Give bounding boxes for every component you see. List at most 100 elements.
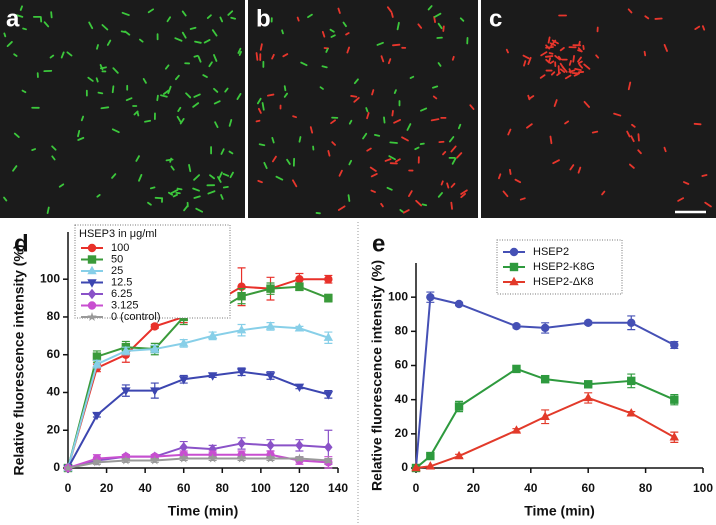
cell [348, 119, 353, 125]
marker [150, 343, 160, 353]
cell [49, 54, 55, 59]
y-tick-label: 80 [47, 309, 61, 323]
cell [450, 182, 456, 188]
cell [643, 50, 647, 57]
marker [92, 411, 102, 421]
x-tick-label: 140 [328, 481, 348, 495]
cell [353, 78, 359, 85]
cell [387, 58, 392, 65]
marker [179, 442, 188, 453]
cell [346, 46, 351, 54]
cell [677, 197, 685, 202]
cell [457, 123, 462, 130]
series-line [415, 295, 675, 469]
cell [12, 165, 18, 172]
marker [512, 322, 521, 331]
cell [578, 40, 581, 46]
cell [345, 32, 350, 36]
cell [228, 119, 233, 127]
cell [87, 76, 94, 82]
marker [323, 332, 334, 341]
cell [227, 10, 234, 16]
cell [112, 67, 119, 74]
cell [577, 60, 583, 65]
cell [179, 118, 185, 125]
x-tick-label: 40 [524, 481, 538, 495]
cell [111, 128, 120, 134]
marker [121, 387, 131, 396]
legend-marker [87, 301, 97, 310]
cell [663, 146, 667, 153]
cell [271, 53, 275, 60]
legend-label: 6.25 [111, 288, 132, 300]
cell [401, 136, 409, 142]
cell [222, 186, 229, 189]
legend-label: 0 (control) [111, 311, 161, 323]
cell [168, 191, 174, 196]
marker [583, 392, 593, 402]
marker [295, 440, 304, 451]
cell [181, 10, 187, 17]
cell [169, 157, 173, 163]
cell [282, 53, 289, 58]
cell [450, 201, 453, 210]
cell [627, 81, 632, 91]
cell [574, 67, 582, 72]
cell [559, 62, 565, 70]
y-tick-label: 0 [53, 460, 60, 474]
cell [505, 48, 509, 54]
marker [670, 395, 679, 404]
cell [213, 100, 221, 105]
series-line [415, 396, 675, 469]
marker [265, 321, 276, 330]
y-tick-label: 100 [388, 289, 408, 303]
cell [392, 43, 401, 47]
cell [271, 137, 275, 144]
marker [627, 318, 636, 327]
cell [544, 55, 554, 58]
series-line [67, 370, 329, 469]
marker [324, 293, 333, 303]
cell [330, 34, 336, 38]
panel-label: e [372, 230, 385, 257]
cell [509, 168, 512, 175]
cell [391, 109, 394, 117]
cell [582, 44, 585, 50]
cell [548, 57, 552, 63]
cell [181, 31, 187, 39]
cell [147, 8, 155, 14]
marker [411, 462, 421, 472]
cell [393, 119, 401, 124]
marker [294, 323, 305, 332]
x-tick-label: 100 [251, 481, 271, 495]
marker [540, 411, 550, 420]
cell [220, 148, 225, 155]
cell [693, 122, 702, 126]
marker [454, 402, 464, 411]
cell [97, 91, 104, 95]
cell [192, 102, 200, 108]
cell [572, 54, 575, 63]
cell [13, 53, 18, 57]
marker [236, 324, 247, 334]
cell [257, 22, 263, 25]
cell [298, 136, 302, 143]
cell [548, 52, 554, 55]
cell [409, 75, 415, 79]
y-tick-label: 80 [395, 324, 409, 338]
cell [384, 158, 392, 162]
cell [545, 44, 551, 50]
cell [545, 58, 551, 64]
marker [454, 450, 464, 460]
cell [218, 171, 223, 179]
cell [395, 158, 401, 163]
cell [414, 146, 420, 151]
cell [211, 29, 218, 37]
cell [578, 63, 584, 69]
cell [564, 74, 572, 80]
cell [564, 120, 570, 125]
cell [554, 54, 561, 61]
legend-marker [87, 312, 97, 322]
cell [135, 155, 140, 162]
cell [160, 94, 168, 98]
